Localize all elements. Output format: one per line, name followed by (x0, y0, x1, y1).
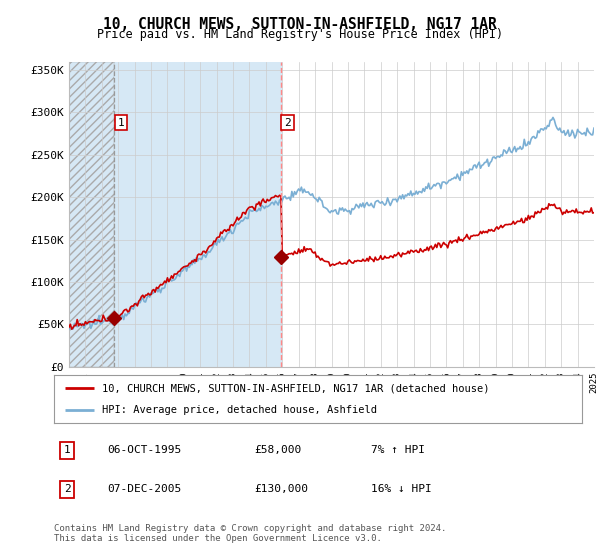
Text: 06-OCT-1995: 06-OCT-1995 (107, 445, 181, 455)
Text: 2: 2 (64, 484, 71, 494)
Text: 2: 2 (284, 118, 291, 128)
Bar (69, 62, 114, 367)
Text: 16% ↓ HPI: 16% ↓ HPI (371, 484, 431, 494)
Bar (69, 62, 281, 367)
Bar (69, 62, 114, 367)
Text: £58,000: £58,000 (254, 445, 302, 455)
Text: Price paid vs. HM Land Registry's House Price Index (HPI): Price paid vs. HM Land Registry's House … (97, 28, 503, 41)
Text: 7% ↑ HPI: 7% ↑ HPI (371, 445, 425, 455)
Text: 07-DEC-2005: 07-DEC-2005 (107, 484, 181, 494)
Text: £130,000: £130,000 (254, 484, 308, 494)
Text: HPI: Average price, detached house, Ashfield: HPI: Average price, detached house, Ashf… (101, 405, 377, 415)
Text: Contains HM Land Registry data © Crown copyright and database right 2024.
This d: Contains HM Land Registry data © Crown c… (54, 524, 446, 543)
Text: 10, CHURCH MEWS, SUTTON-IN-ASHFIELD, NG17 1AR: 10, CHURCH MEWS, SUTTON-IN-ASHFIELD, NG1… (103, 17, 497, 32)
Text: 1: 1 (118, 118, 124, 128)
Text: 10, CHURCH MEWS, SUTTON-IN-ASHFIELD, NG17 1AR (detached house): 10, CHURCH MEWS, SUTTON-IN-ASHFIELD, NG1… (101, 383, 489, 393)
Text: 1: 1 (64, 445, 71, 455)
